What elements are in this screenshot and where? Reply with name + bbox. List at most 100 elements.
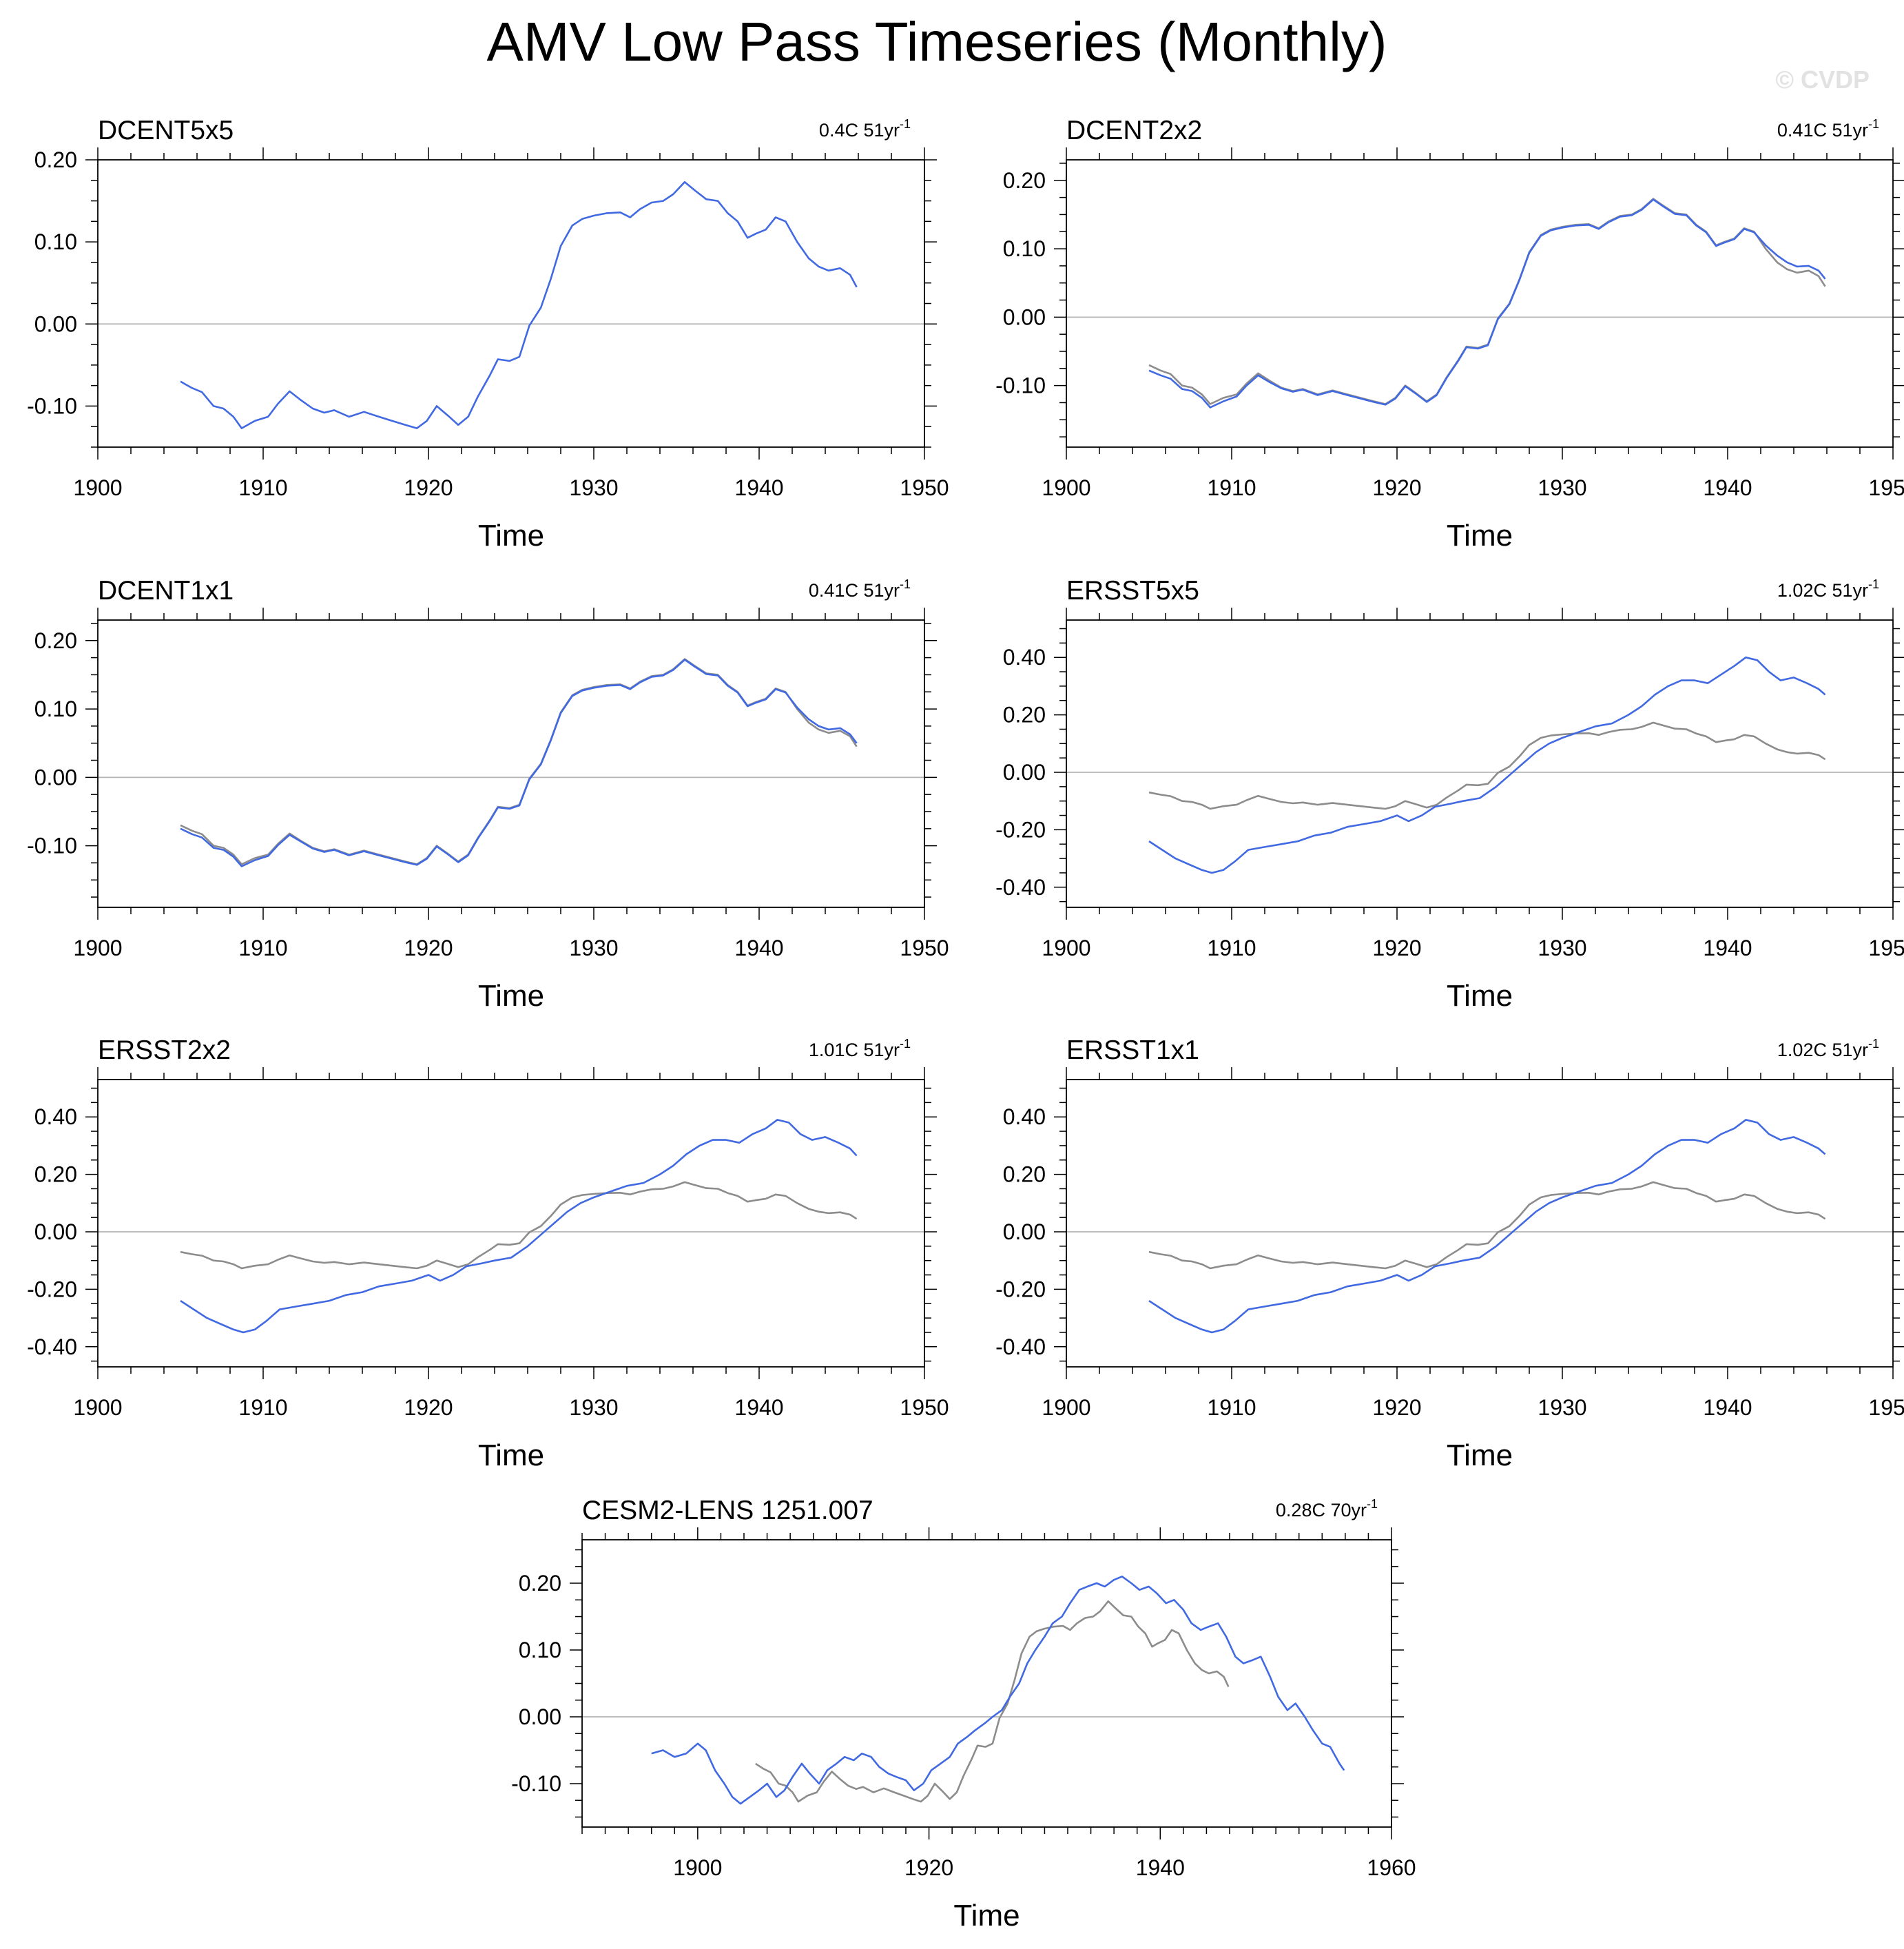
y-tick-label: 0.20	[1003, 168, 1046, 193]
panel-stat-value: 1.02C 51yr	[1777, 1040, 1868, 1060]
panel-title: DCENT5x5	[98, 116, 234, 145]
y-tick-label: 0.40	[1003, 1104, 1046, 1129]
panel-stat-superscript: -1	[900, 117, 911, 131]
y-tick-label: -0.40	[995, 1334, 1046, 1359]
series-line-dcent2x2	[1148, 198, 1826, 409]
x-axis-title: Time	[1447, 519, 1513, 553]
x-axis-title: Time	[1447, 979, 1513, 1013]
x-tick-label: 1900	[73, 1395, 122, 1420]
panel-stat: 1.02C 51yr-1	[1777, 577, 1879, 601]
y-tick-label: 0.20	[34, 628, 77, 653]
series-line-cesm2-lens-1251-007	[651, 1576, 1345, 1805]
plot-frame	[97, 1079, 925, 1368]
cvdp-watermark: © CVDP	[1775, 65, 1870, 94]
panel-stat: 0.41C 51yr-1	[809, 577, 911, 601]
y-tick-label: 0.00	[34, 311, 77, 336]
x-tick-label: 1940	[734, 936, 783, 960]
panel-stat: 0.41C 51yr-1	[1777, 117, 1879, 141]
x-tick-label: 1910	[1207, 936, 1256, 960]
x-tick-label: 1910	[238, 1395, 287, 1420]
x-tick-label: 1950	[1868, 1395, 1904, 1420]
panel-title: DCENT1x1	[98, 576, 234, 606]
panel-1: DCENT5x5 0.4C 51yr-1 1900 1910 1920 1930 1940 1…	[27, 116, 949, 553]
plot-frame	[581, 1539, 1392, 1828]
panel-stat: 1.02C 51yr-1	[1777, 1037, 1879, 1060]
x-tick-label: 1910	[1207, 1395, 1256, 1420]
y-tick-label: 0.00	[1003, 305, 1046, 329]
x-tick-label: 1940	[734, 1395, 783, 1420]
x-tick-label: 1950	[900, 936, 949, 960]
plot-frame	[97, 159, 925, 448]
x-tick-label: 1910	[238, 936, 287, 960]
panel-stat-superscript: -1	[1367, 1497, 1378, 1511]
y-tick-label: 0.00	[34, 765, 77, 790]
panel-stat-superscript: -1	[900, 577, 911, 591]
y-tick-label: 0.00	[1003, 760, 1046, 785]
y-tick-label: 0.10	[519, 1638, 561, 1662]
y-tick-label: -0.40	[995, 875, 1046, 900]
y-tick-label: 0.20	[1003, 1162, 1046, 1187]
panel-stat-value: 1.02C 51yr	[1777, 580, 1868, 601]
panel-stat-superscript: -1	[1868, 577, 1879, 591]
panel-stat: 0.4C 51yr-1	[819, 117, 911, 141]
x-tick-label: 1920	[1372, 936, 1421, 960]
y-tick-label: -0.40	[27, 1334, 77, 1359]
y-tick-label: -0.20	[995, 817, 1046, 842]
panel-6: ERSST1x1 1.02C 51yr-1 1900 1910 1920 1930 1940…	[995, 1035, 1904, 1472]
series-line-dcent5x5	[180, 181, 858, 429]
y-tick-label: -0.20	[995, 1277, 1046, 1301]
panel-stat-value: 0.4C 51yr	[819, 120, 900, 141]
series-line-dcent5x5	[180, 1181, 858, 1270]
x-tick-label: 1900	[1042, 1395, 1090, 1420]
y-tick-label: 0.10	[34, 697, 77, 721]
y-tick-label: 0.40	[34, 1104, 77, 1129]
x-tick-label: 1930	[569, 1395, 618, 1420]
x-tick-label: 1900	[1042, 936, 1090, 960]
y-tick-label: 0.20	[1003, 703, 1046, 728]
y-tick-label: -0.20	[27, 1277, 77, 1301]
panel-title: ERSST2x2	[98, 1035, 231, 1065]
x-tick-label: 1950	[900, 1395, 949, 1420]
y-tick-label: 0.40	[1003, 645, 1046, 670]
x-tick-label: 1900	[73, 936, 122, 960]
panel-stat-superscript: -1	[1868, 117, 1879, 131]
y-tick-label: -0.10	[27, 834, 77, 858]
y-tick-label: -0.10	[511, 1771, 561, 1796]
x-tick-label: 1930	[1538, 936, 1586, 960]
panel-title: DCENT2x2	[1066, 116, 1202, 145]
x-tick-label: 1940	[1136, 1855, 1185, 1880]
x-tick-label: 1940	[1703, 1395, 1752, 1420]
y-tick-label: 0.10	[34, 229, 77, 254]
x-tick-label: 1950	[1868, 475, 1904, 500]
x-tick-label: 1940	[1703, 936, 1752, 960]
series-line-ersst5x5	[1148, 656, 1826, 874]
x-tick-label: 1940	[1703, 475, 1752, 500]
plot-frame	[1066, 1079, 1894, 1368]
panel-stat-value: 0.28C 70yr	[1276, 1500, 1367, 1520]
series-line-dcent5x5	[755, 1600, 1230, 1803]
series-line-dcent1x1	[180, 659, 858, 867]
x-tick-label: 1920	[404, 1395, 453, 1420]
series-line-dcent5x5	[1148, 1181, 1826, 1270]
plot-frame	[1066, 159, 1894, 448]
plot-frame	[97, 619, 925, 908]
y-tick-label: 0.10	[1003, 236, 1046, 261]
x-axis-title: Time	[478, 1438, 544, 1472]
x-tick-label: 1920	[1372, 1395, 1421, 1420]
panel-4: ERSST5x5 1.02C 51yr-1 1900 1910 1920 1930 1940…	[995, 576, 1904, 1013]
y-tick-label: 0.00	[1003, 1219, 1046, 1244]
panel-title: ERSST1x1	[1066, 1035, 1199, 1065]
series-line-dcent5x5	[1148, 198, 1826, 405]
x-tick-label: 1920	[1372, 475, 1421, 500]
x-tick-label: 1910	[238, 475, 287, 500]
panel-stat-value: 0.41C 51yr	[809, 580, 900, 601]
panel-stat-value: 1.01C 51yr	[809, 1040, 900, 1060]
panel-stat-superscript: -1	[1868, 1037, 1879, 1051]
y-tick-label: 0.00	[34, 1219, 77, 1244]
panel-3: DCENT1x1 0.41C 51yr-1 1900 1910 1920 1930 1940…	[27, 576, 949, 1013]
y-tick-label: 0.20	[519, 1571, 561, 1596]
y-tick-label: -0.10	[27, 393, 77, 418]
x-tick-label: 1950	[1868, 936, 1904, 960]
series-line-ersst2x2	[180, 1119, 858, 1334]
